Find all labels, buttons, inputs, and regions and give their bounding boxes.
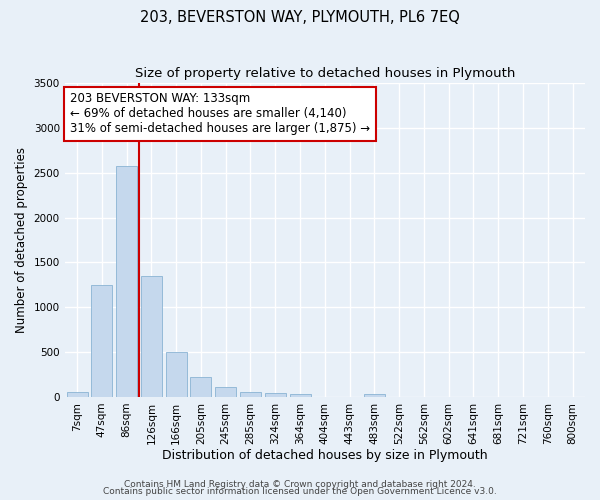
Bar xyxy=(116,166,137,397)
Text: 203, BEVERSTON WAY, PLYMOUTH, PL6 7EQ: 203, BEVERSTON WAY, PLYMOUTH, PL6 7EQ xyxy=(140,10,460,25)
Bar xyxy=(364,394,385,397)
Text: 203 BEVERSTON WAY: 133sqm
← 69% of detached houses are smaller (4,140)
31% of se: 203 BEVERSTON WAY: 133sqm ← 69% of detac… xyxy=(70,92,370,136)
Bar xyxy=(190,377,211,397)
Title: Size of property relative to detached houses in Plymouth: Size of property relative to detached ho… xyxy=(134,68,515,80)
Text: Contains public sector information licensed under the Open Government Licence v3: Contains public sector information licen… xyxy=(103,487,497,496)
Bar xyxy=(166,352,187,397)
Bar xyxy=(215,387,236,397)
Bar xyxy=(67,392,88,397)
Bar xyxy=(240,392,261,397)
Bar xyxy=(290,394,311,397)
Bar xyxy=(141,276,162,397)
Text: Contains HM Land Registry data © Crown copyright and database right 2024.: Contains HM Land Registry data © Crown c… xyxy=(124,480,476,489)
Bar xyxy=(91,285,112,397)
X-axis label: Distribution of detached houses by size in Plymouth: Distribution of detached houses by size … xyxy=(162,450,488,462)
Y-axis label: Number of detached properties: Number of detached properties xyxy=(15,147,28,333)
Bar xyxy=(265,394,286,397)
